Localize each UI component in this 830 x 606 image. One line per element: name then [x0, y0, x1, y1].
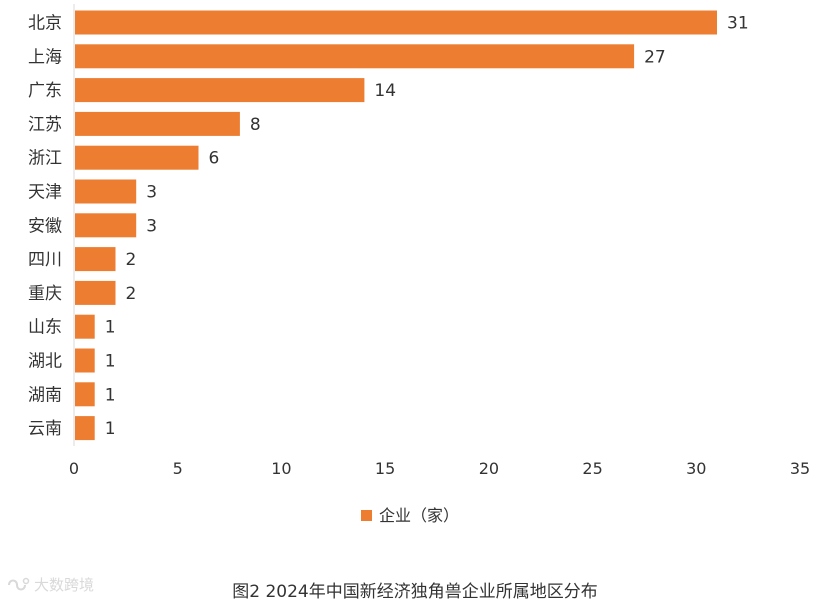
bar [75, 78, 365, 103]
legend: 企业（家） [361, 506, 459, 525]
data-label: 1 [105, 318, 116, 338]
data-label: 1 [105, 419, 116, 439]
data-label: 27 [644, 47, 666, 67]
bar [75, 348, 95, 373]
legend-swatch [361, 510, 372, 521]
bar [75, 179, 137, 204]
category-label: 广东 [28, 81, 62, 101]
bars-layer [75, 10, 717, 441]
figure-caption: 图2 2024年中国新经济独角兽企业所属地区分布 [232, 582, 598, 602]
x-tick-labels: 0 5 10 15 20 25 30 35 [69, 459, 810, 478]
category-label: 湖南 [28, 385, 62, 405]
data-label: 1 [105, 352, 116, 372]
bar [75, 213, 137, 238]
bar [75, 44, 635, 69]
category-label: 江苏 [28, 115, 62, 135]
category-label: 北京 [28, 14, 62, 34]
legend-label: 企业（家） [379, 506, 459, 525]
data-label: 2 [126, 250, 137, 270]
x-tick-label: 10 [271, 459, 291, 478]
category-label: 上海 [28, 47, 62, 67]
bar [75, 280, 116, 305]
data-label: 6 [209, 149, 220, 169]
logo-icon [8, 577, 30, 590]
x-tick-label: 20 [479, 459, 499, 478]
category-label: 云南 [28, 419, 62, 439]
category-label: 山东 [28, 318, 62, 338]
bar [75, 314, 95, 339]
data-label: 3 [146, 183, 157, 203]
data-label: 14 [374, 81, 396, 101]
data-label: 2 [126, 284, 137, 304]
bar [75, 247, 116, 272]
category-label: 重庆 [28, 284, 62, 304]
category-label: 湖北 [28, 352, 62, 372]
x-tick-label: 25 [582, 459, 602, 478]
data-label: 1 [105, 385, 116, 405]
bar [75, 145, 199, 170]
bar [75, 10, 717, 35]
bar [75, 382, 95, 407]
x-tick-label: 30 [686, 459, 706, 478]
data-label: 8 [250, 115, 261, 135]
category-label: 四川 [28, 250, 62, 270]
category-label: 浙江 [28, 149, 62, 169]
bar [75, 416, 95, 441]
x-tick-label: 35 [790, 459, 810, 478]
category-label: 天津 [28, 183, 62, 203]
x-tick-label: 15 [375, 459, 395, 478]
data-label: 3 [146, 216, 157, 236]
data-label: 31 [727, 14, 749, 34]
x-tick-label: 0 [69, 459, 79, 478]
x-tick-label: 5 [173, 459, 183, 478]
bar [75, 111, 240, 136]
watermark-text: 大数跨境 [34, 576, 95, 594]
category-label: 安徽 [28, 216, 62, 236]
watermark: 大数跨境 [6, 574, 94, 595]
